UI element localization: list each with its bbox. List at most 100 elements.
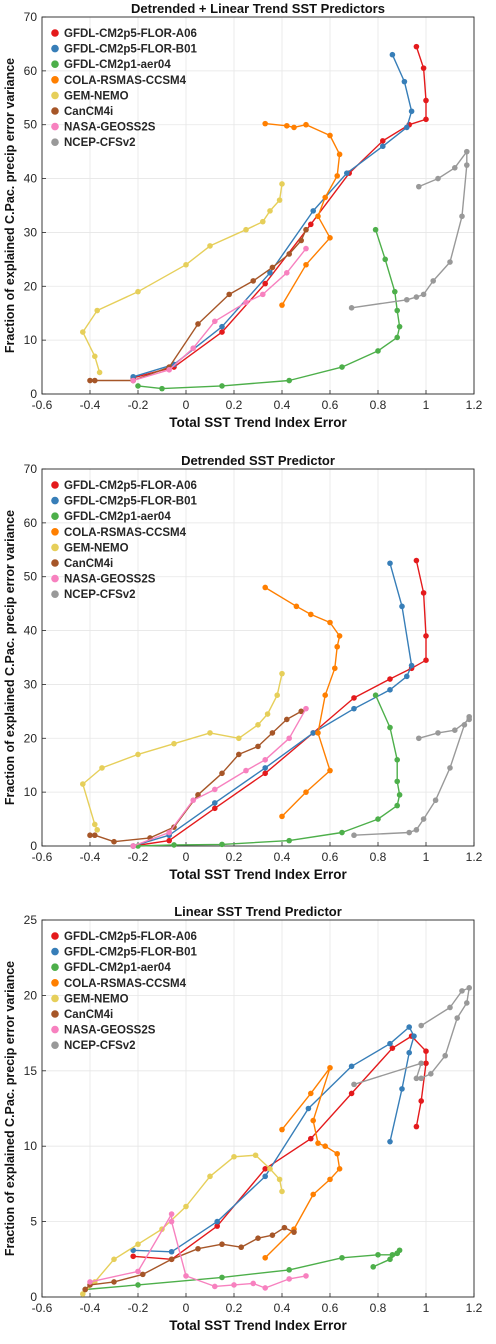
plot-area xyxy=(42,17,474,394)
data-point xyxy=(135,1241,141,1248)
data-point xyxy=(236,735,242,742)
data-point xyxy=(387,676,393,682)
series-line xyxy=(133,46,427,379)
data-point xyxy=(171,842,177,848)
data-point xyxy=(406,1024,413,1030)
data-point xyxy=(370,1264,377,1270)
legend-marker xyxy=(51,947,59,956)
data-point xyxy=(303,789,309,795)
x-tick-label: -0.2 xyxy=(128,850,149,864)
data-point xyxy=(219,770,225,777)
legend-label: CanCM4i xyxy=(64,106,113,118)
data-point xyxy=(392,288,398,295)
data-point xyxy=(447,1004,453,1011)
x-tick-label: 0.4 xyxy=(274,850,291,864)
data-point xyxy=(284,122,290,129)
x-tick-label: -0.6 xyxy=(32,850,53,864)
data-point xyxy=(226,291,232,298)
data-point xyxy=(420,590,427,596)
x-tick-label: 0.4 xyxy=(274,1301,291,1315)
data-point xyxy=(327,1176,333,1183)
data-point xyxy=(387,1138,393,1145)
x-axis-label: Total SST Trend Index Error xyxy=(169,415,347,430)
x-tick-label: 0.8 xyxy=(370,398,387,412)
data-point xyxy=(219,329,225,335)
data-point xyxy=(212,805,218,812)
data-point xyxy=(380,138,386,144)
y-axis-label: Fraction of explained C.Pac. precip erro… xyxy=(3,961,17,1256)
data-point xyxy=(135,1268,141,1275)
chart-panel-2: -0.6 -0.4 -0.2 0 0.2 0.4 0.6 0.8 1 1.2 0 10 20 30 40 50… xyxy=(3,453,483,882)
data-point xyxy=(389,1045,396,1051)
data-point xyxy=(406,829,413,836)
data-point xyxy=(183,1273,189,1279)
data-point xyxy=(190,797,196,804)
data-point xyxy=(310,1191,317,1198)
legend-marker xyxy=(51,138,59,146)
data-point xyxy=(387,1040,393,1047)
data-point xyxy=(219,1274,225,1281)
data-point xyxy=(394,334,401,341)
data-point xyxy=(413,827,420,833)
data-point xyxy=(159,385,165,392)
legend-label: GFDL-CM2p5-FLOR-A06 xyxy=(64,931,197,943)
legend-marker xyxy=(51,29,59,37)
data-point xyxy=(372,226,379,233)
data-point xyxy=(327,619,333,626)
data-point xyxy=(276,1176,283,1183)
data-point xyxy=(274,692,281,698)
data-point xyxy=(428,1071,434,1077)
series-line xyxy=(132,708,307,847)
series-line xyxy=(264,1067,341,1259)
data-point xyxy=(442,1052,449,1059)
data-point xyxy=(348,1090,355,1097)
chart-panel-1: -0.6 -0.4 -0.2 0 0.2 0.4 0.6 0.8 1 1.2 0 10 20 30 40 50… xyxy=(3,1,483,430)
data-point xyxy=(423,1060,429,1067)
data-point xyxy=(252,1152,259,1159)
data-point xyxy=(348,305,355,311)
data-point xyxy=(396,792,403,798)
x-tick-label: 1.2 xyxy=(466,1301,483,1315)
data-point xyxy=(327,132,333,139)
y-tick-label: 60 xyxy=(24,516,38,530)
x-tick-label: 0.6 xyxy=(322,850,339,864)
data-point xyxy=(92,353,98,360)
data-point xyxy=(339,829,345,836)
legend-label: NASA-GEOSS2S xyxy=(64,574,156,586)
data-point xyxy=(80,1291,86,1297)
legend-marker xyxy=(51,932,59,940)
data-point xyxy=(130,377,136,384)
legend-marker xyxy=(51,559,59,567)
data-point xyxy=(435,175,441,182)
y-tick-label: 30 xyxy=(24,677,38,691)
legend-marker xyxy=(51,60,59,68)
y-tick-label: 50 xyxy=(24,570,38,584)
data-point xyxy=(291,1229,297,1235)
data-point xyxy=(168,1248,175,1255)
data-point xyxy=(308,1090,314,1097)
data-point xyxy=(262,1285,269,1291)
data-point xyxy=(250,1280,256,1287)
data-point xyxy=(394,757,401,763)
data-point xyxy=(459,213,465,220)
data-point xyxy=(339,1254,345,1261)
data-point xyxy=(214,1218,220,1225)
data-point xyxy=(336,1166,343,1172)
data-point xyxy=(334,643,341,650)
data-point xyxy=(219,323,225,330)
legend-label: GFDL-CM2p5-FLOR-B01 xyxy=(64,947,197,959)
legend-marker xyxy=(51,91,59,100)
x-tick-label: -0.6 xyxy=(32,1301,53,1315)
data-point xyxy=(310,208,317,214)
data-point xyxy=(423,1048,429,1054)
data-point xyxy=(423,657,429,663)
data-point xyxy=(168,1256,175,1263)
data-point xyxy=(447,765,453,771)
data-point xyxy=(279,181,285,187)
data-point xyxy=(396,323,403,330)
data-point xyxy=(420,816,427,822)
legend-label: NASA-GEOSS2S xyxy=(64,122,156,134)
data-point xyxy=(303,261,309,268)
data-point xyxy=(308,221,314,228)
data-point xyxy=(262,765,269,771)
